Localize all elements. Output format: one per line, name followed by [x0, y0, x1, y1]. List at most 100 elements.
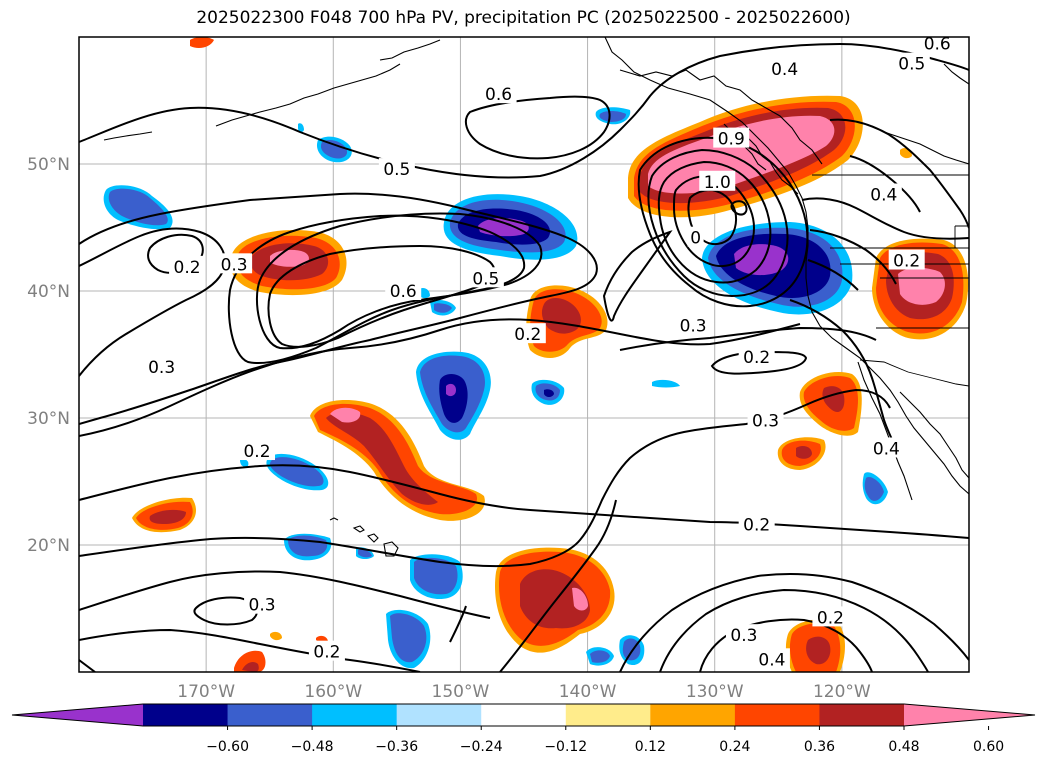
contour-0.5-north [79, 42, 969, 179]
contour-label-bg [216, 253, 253, 274]
contour-label: 0.5 [383, 160, 410, 180]
colorbar-label: 0.60 [973, 739, 1004, 755]
contour-label-bg [893, 52, 930, 73]
hawaii-islands [329, 517, 399, 557]
colorbar-extend-low [12, 704, 143, 726]
latitude-labels: 20°N 30°N 40°N 50°N [27, 155, 70, 556]
contour-label: 1.0 [704, 173, 731, 193]
lat-label: 50°N [27, 155, 70, 175]
contour-0.3-small-loop [193, 596, 258, 626]
contour-labels: 0.60.50.60.50.30.20.30.2 0.30.20.30.20.20… [143, 34, 956, 670]
contour-0.5-inner [227, 214, 526, 364]
colorbar-label: 0.48 [888, 739, 919, 755]
colorbar-outline [11, 703, 1036, 727]
contour-0.3-south [79, 388, 891, 568]
colorbar-extend-high [904, 704, 1035, 726]
contour-label: 0.6 [485, 85, 512, 105]
political-borders [812, 174, 969, 387]
lat-label: 20°N [27, 536, 70, 556]
contour-label-bg [467, 267, 504, 288]
contour-label: 0.4 [758, 650, 785, 670]
contour-label-bg [239, 440, 275, 461]
colorbar-label: 0.36 [804, 739, 835, 755]
contour-label-bg [713, 127, 750, 148]
lon-label: 170°W [177, 682, 235, 702]
contour-label-bg [385, 280, 422, 300]
contour-label-bg [244, 593, 281, 614]
contour-label: 0.2 [743, 516, 770, 536]
colorbar-label: −0.36 [375, 739, 418, 755]
contour-label: 0.3 [752, 412, 779, 432]
colorbar-swatch [396, 704, 482, 726]
contour-low-center [730, 200, 748, 216]
contour-0.6-closed-north [464, 95, 611, 160]
colorbar-label: 0.12 [635, 739, 666, 755]
colorbar-swatch [650, 704, 736, 726]
contour-label: 0.9 [718, 130, 745, 150]
contour-low-ring-3 [657, 160, 772, 284]
contour-label-bg [753, 648, 790, 669]
contour-label: 0.2 [243, 442, 270, 462]
contour-0.2-south [79, 464, 969, 539]
contour-label: 0.2 [313, 643, 340, 663]
colorbar-swatch [565, 704, 651, 726]
contour-label-bg [699, 170, 736, 191]
lon-label: 160°W [304, 682, 362, 702]
contour-label-bg [687, 226, 704, 247]
colorbar-label: −0.48 [291, 739, 334, 755]
contour-0.2-east-loop [602, 230, 673, 322]
contour-label: 0.5 [472, 269, 499, 289]
contour-label-bg [747, 409, 784, 430]
figure-title: 2025022300 F048 700 hPa PV, precipitatio… [196, 8, 851, 28]
colorbar-label: −0.24 [460, 739, 503, 755]
contour-0.4-inner [267, 244, 496, 348]
precip-positive-158w [310, 400, 485, 521]
coastline-alaska-gulf [619, 69, 823, 165]
contour-label-bg [868, 437, 905, 458]
contour-label-bg [169, 255, 206, 276]
contour-label: 0.5 [898, 55, 925, 75]
lat-label: 40°N [27, 282, 70, 302]
contour-label: 0.2 [743, 348, 770, 368]
contour-east-north [829, 118, 969, 229]
contour-label: 0.2 [817, 608, 844, 628]
contour-label: 0.6 [390, 282, 417, 302]
contour-0.2-tail [79, 605, 467, 672]
contour-label-bg [308, 640, 345, 661]
contour-low-ring-2 [647, 148, 789, 298]
lon-label: 150°W [432, 682, 490, 702]
contour-label-bg [888, 249, 925, 270]
aleutian-islands [103, 39, 441, 141]
colorbar-swatch [734, 704, 820, 726]
contour-label-bg [725, 624, 762, 645]
contour-label: 0.3 [221, 255, 248, 275]
contour-label-bg [738, 513, 775, 534]
contour-label-bg [480, 83, 517, 104]
contour-label: 0 [690, 229, 701, 249]
contour-label-bg [675, 314, 712, 335]
precip-negative-small-areas [103, 107, 888, 669]
colorbar-swatch [312, 704, 398, 726]
contour-label: 0.6 [924, 34, 951, 54]
coastlines [103, 37, 969, 557]
precip-negative-ca-coast [702, 222, 853, 315]
colorbar-label: −0.12 [544, 739, 587, 755]
contour-0.2-south-east [499, 499, 617, 672]
coastline-north-america [604, 37, 969, 495]
map-frame [78, 36, 970, 673]
colorbar: −0.60 −0.48 −0.36 −0.24 −0.12 0.12 0.24 0.36 0.4… [11, 703, 1036, 755]
longitude-labels: 170°W 160°W 150°W 140°W 130°W 120°W [177, 682, 871, 702]
precip-positive-small-126w [777, 437, 826, 470]
colorbar-swatch [819, 704, 905, 726]
precip-negative-150w [416, 351, 491, 440]
border-us-mexico [859, 359, 969, 387]
contour-label: 0.4 [873, 439, 900, 459]
contour-label-bg [919, 37, 956, 53]
contour-label: 0.2 [174, 258, 201, 278]
lon-label: 130°W [686, 682, 744, 702]
contour-label: 0.3 [249, 596, 276, 616]
contour-label: 0.2 [514, 325, 541, 345]
contour-0.3-southeast [659, 588, 929, 672]
contour-label: 0.3 [148, 358, 175, 378]
colorbar-label: −0.60 [206, 739, 249, 755]
